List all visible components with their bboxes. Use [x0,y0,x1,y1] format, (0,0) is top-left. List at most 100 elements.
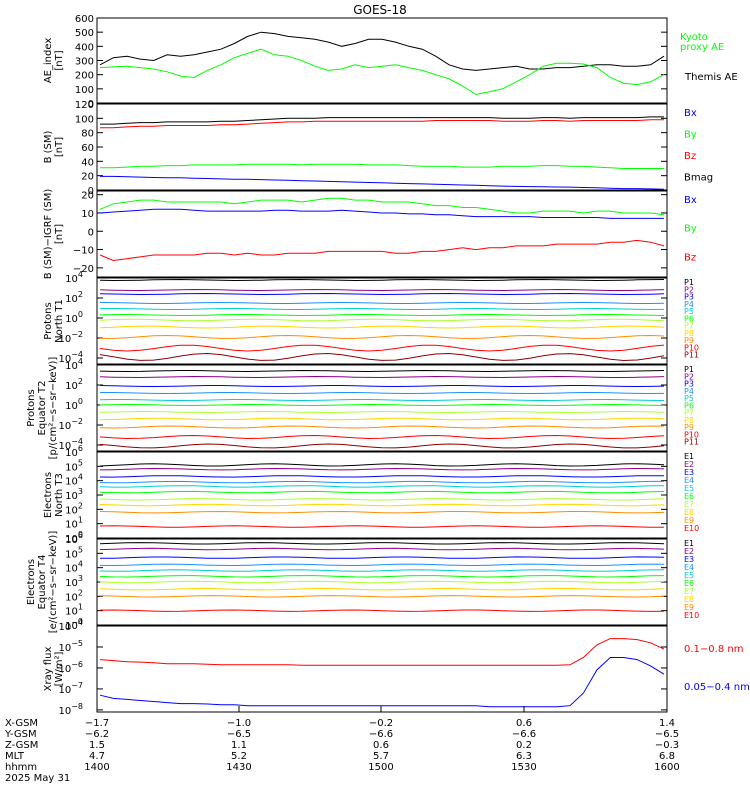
legend-entry: P4 [684,387,694,396]
legend-entry: P2 [684,372,694,381]
series-line [99,485,665,488]
legend-entry: P5 [684,394,694,403]
series-line [99,563,665,567]
y-tick-exponent: 4 [78,560,83,569]
y-axis-label: Equator T2 [37,381,48,436]
y-tick-label: 600 [75,14,94,25]
time-axis-value: 1430 [226,762,251,773]
legend-entry: Bx [684,108,697,119]
y-tick-label: 102 [65,377,83,392]
legend-entry: P2 [684,285,694,294]
legend-entry: E7 [684,587,694,596]
series-line [99,417,665,421]
time-axis-value: −0.3 [655,740,679,751]
y-axis-label: AE_index [43,38,54,84]
series-line [99,352,665,362]
time-axis-value: 0.6 [516,718,532,729]
time-axis-value: 0.2 [516,740,532,751]
panel-ae: 0 100 200 300 400 500 600 AE_index [nT] Kyotoprox… [43,14,738,110]
y-tick-label: 120 [75,100,94,111]
y-tick-label: 400 [75,42,94,53]
time-axis-value: 5.2 [231,751,247,762]
time-axis-row-label: Z-GSM [5,740,38,751]
legend-entry: E1 [684,539,694,548]
legend-entry: E9 [684,516,694,525]
legend-entry: P5 [684,307,694,316]
time-axis-value: 4.7 [89,751,105,762]
series-line [99,385,665,388]
time-axis-value: 6.3 [516,751,532,762]
y-tick-label: 0 [88,186,94,197]
y-tick-label: −20 [73,264,94,275]
series-line [99,197,665,216]
time-axis-value: −6.6 [369,729,393,740]
panel-frame [96,625,668,713]
legend-entry: Bx [684,195,697,206]
y-tick-exponent: −4 [71,618,83,627]
y-tick-exponent: −6 [71,660,83,669]
series-line [100,334,665,339]
time-axis-value: −6.5 [655,729,679,740]
y-tick-label: 101 [65,603,83,618]
series-line [99,344,665,352]
y-tick-label: −10 [73,246,94,257]
panel-frame [96,17,668,104]
series-line [99,580,665,584]
legend-entry: P8 [684,416,694,425]
legend-entry: E10 [684,524,699,533]
y-axis-label: North T3 [54,473,65,517]
legend-entry: P6 [684,314,694,323]
series-line [99,288,665,292]
series-line [99,399,665,402]
legend-entry: E6 [684,579,694,588]
time-axis-value: 1.1 [231,740,247,751]
y-tick-label: 10 [81,209,94,220]
y-tick-label: 100 [75,85,94,96]
series-line [99,403,665,407]
y-axis-label: [nT] [54,224,65,244]
y-tick-exponent: −2 [71,417,83,426]
series-line [99,301,665,304]
y-tick-label: 105 [65,458,83,473]
legend-entry: E4 [684,476,694,485]
time-axis-value: −6.5 [227,729,251,740]
y-axis-label: [W/m²] [54,651,65,686]
y-axis-label: B (SM) [43,130,54,163]
series-line [99,325,665,329]
y-tick-label: 104 [65,560,83,575]
y-axis-label: [nT] [54,50,65,70]
legend-entry: proxy AE [680,42,724,53]
time-axis-value: 6.8 [659,751,675,762]
series-line [99,657,665,708]
legend-entry: P1 [684,278,694,287]
panel-bsm: 0 20 40 60 80 100 120 B (SM) [nT] Bx By Bz Bmag [43,100,713,197]
series-line [99,313,665,317]
legend-entry: P3 [684,380,694,389]
time-axis-row-label: hhmm [5,762,37,773]
series-line [99,525,664,528]
y-tick-label: 10−8 [58,702,83,717]
y-tick-label: 60 [81,143,94,154]
y-tick-exponent: 5 [78,458,83,467]
y-tick-exponent: 5 [78,545,83,554]
time-axis-value: 5.7 [373,751,389,762]
legend-entry: E10 [684,611,699,620]
y-tick-exponent: 1 [78,516,83,525]
y-tick-label: 103 [65,487,83,502]
legend-entry: P3 [684,293,694,302]
y-axis-label: Electrons [26,559,37,605]
series-line [99,480,664,484]
time-axis-row-label: MLT [5,751,25,762]
plot-title: GOES-18 [353,3,407,17]
y-tick-label: 0 [88,99,94,110]
y-tick-label: 0 [88,227,94,238]
legend-entry: E7 [684,500,694,509]
series-line [100,392,665,395]
y-tick-label: 102 [65,501,83,516]
y-tick-exponent: 0 [78,530,83,539]
legend-entry: 0.1−0.8 nm [684,644,743,655]
